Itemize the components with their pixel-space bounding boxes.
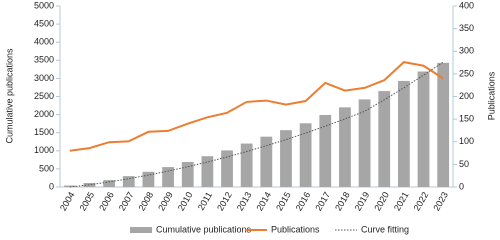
bar <box>280 130 292 187</box>
bar <box>201 156 214 187</box>
bar <box>339 107 351 187</box>
x-tick-label: 2005 <box>78 190 97 212</box>
y-tick-label: 3500 <box>34 55 54 65</box>
x-tick-label: 2016 <box>294 190 313 212</box>
bar <box>103 180 116 187</box>
bar <box>122 176 135 187</box>
x-tick-label: 2011 <box>196 190 214 212</box>
bar <box>397 80 410 187</box>
y2-tick-label: 150 <box>459 114 474 124</box>
y-tick-label: 2000 <box>34 109 54 119</box>
x-tick-label: 2013 <box>235 190 254 212</box>
y2-tick-label: 400 <box>459 0 474 10</box>
y2-tick-label: 300 <box>459 46 474 56</box>
x-tick-label: 2019 <box>353 190 372 212</box>
y-tick-label: 4000 <box>34 37 54 47</box>
bar <box>299 123 312 187</box>
y2-tick-label: 350 <box>459 23 474 33</box>
y-tick-label: 3000 <box>34 73 54 83</box>
bar <box>181 162 194 187</box>
x-tick-label: 2022 <box>412 190 431 212</box>
legend-label: Cumulative publications <box>156 224 252 234</box>
y2-tick-label: 50 <box>459 159 469 169</box>
x-tick-label: 2020 <box>372 190 391 212</box>
bar <box>319 114 332 187</box>
x-tick-label: 2023 <box>431 190 450 212</box>
legend-swatch <box>130 227 152 233</box>
bar <box>162 167 174 187</box>
line <box>69 61 444 152</box>
bar <box>358 99 371 187</box>
x-tick-label: 2007 <box>117 190 136 212</box>
x-tick-label: 2009 <box>156 190 175 212</box>
y-tick-label: 1500 <box>34 127 54 137</box>
y2-tick-label: 0 <box>459 181 464 191</box>
bar <box>142 171 155 187</box>
bar <box>63 185 76 187</box>
y2-tick-label: 250 <box>459 68 474 78</box>
y-tick-label: 0 <box>49 181 54 191</box>
x-tick-label: 2018 <box>333 190 352 212</box>
bar <box>83 183 96 187</box>
bar <box>260 136 273 187</box>
y-tick-label: 1000 <box>34 145 54 155</box>
legend-label: Curve fitting <box>361 224 409 234</box>
x-tick-label: 2017 <box>313 190 332 212</box>
y-tick-label: 5000 <box>34 0 54 10</box>
x-tick-label: 2012 <box>215 190 234 212</box>
y2-tick-label: 200 <box>459 91 474 101</box>
x-tick-label: 2021 <box>392 190 411 212</box>
x-tick-label: 2014 <box>254 190 273 212</box>
x-tick-label: 2015 <box>274 190 293 212</box>
y-tick-label: 2500 <box>34 91 54 101</box>
bar <box>417 71 430 187</box>
y2-tick-label: 100 <box>459 136 474 146</box>
x-tick-label: 2010 <box>176 190 195 212</box>
x-tick-label: 2004 <box>58 190 77 212</box>
trend-line <box>69 61 444 188</box>
x-tick-label: 2008 <box>137 190 156 212</box>
y2-axis-label: Publications <box>486 71 496 120</box>
bar <box>221 150 233 187</box>
bar <box>240 143 253 187</box>
y-tick-label: 500 <box>39 163 54 173</box>
y-tick-label: 4500 <box>34 18 54 28</box>
bar <box>437 62 450 187</box>
bar <box>378 91 391 187</box>
x-tick-label: 2006 <box>97 190 116 212</box>
y-axis-label: Cumulative publications <box>4 48 14 144</box>
legend-label: Publications <box>271 224 320 234</box>
